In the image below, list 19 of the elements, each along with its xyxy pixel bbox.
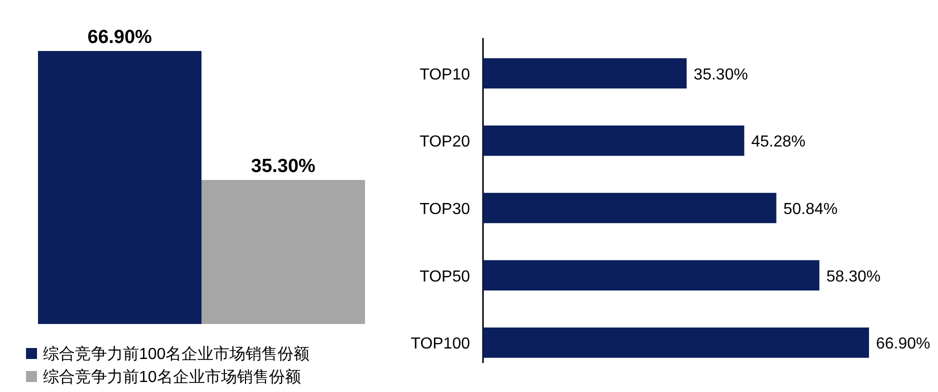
bar <box>483 58 687 88</box>
data-label: 35.30% <box>694 66 748 84</box>
legend-label: 综合竞争力前10名企业市场销售份额 <box>43 368 301 386</box>
data-label: 50.84% <box>783 201 838 218</box>
y-tick-label: TOP10 <box>420 66 470 84</box>
bar <box>483 328 869 358</box>
data-label: 35.30% <box>251 156 316 177</box>
legend-label: 综合竞争力前100名企业市场销售份额 <box>43 345 310 363</box>
data-label: 58.30% <box>826 268 881 286</box>
y-tick-label: TOP20 <box>420 134 470 151</box>
y-tick-label: TOP100 <box>410 336 470 353</box>
bar <box>483 192 776 224</box>
data-label: 66.90% <box>88 27 152 48</box>
data-label: 45.28% <box>751 134 806 151</box>
bar <box>483 260 820 290</box>
bar <box>483 126 744 156</box>
y-tick-label: TOP50 <box>420 268 470 286</box>
data-label: 66.90% <box>876 336 930 353</box>
y-tick-label: TOP30 <box>420 201 470 218</box>
